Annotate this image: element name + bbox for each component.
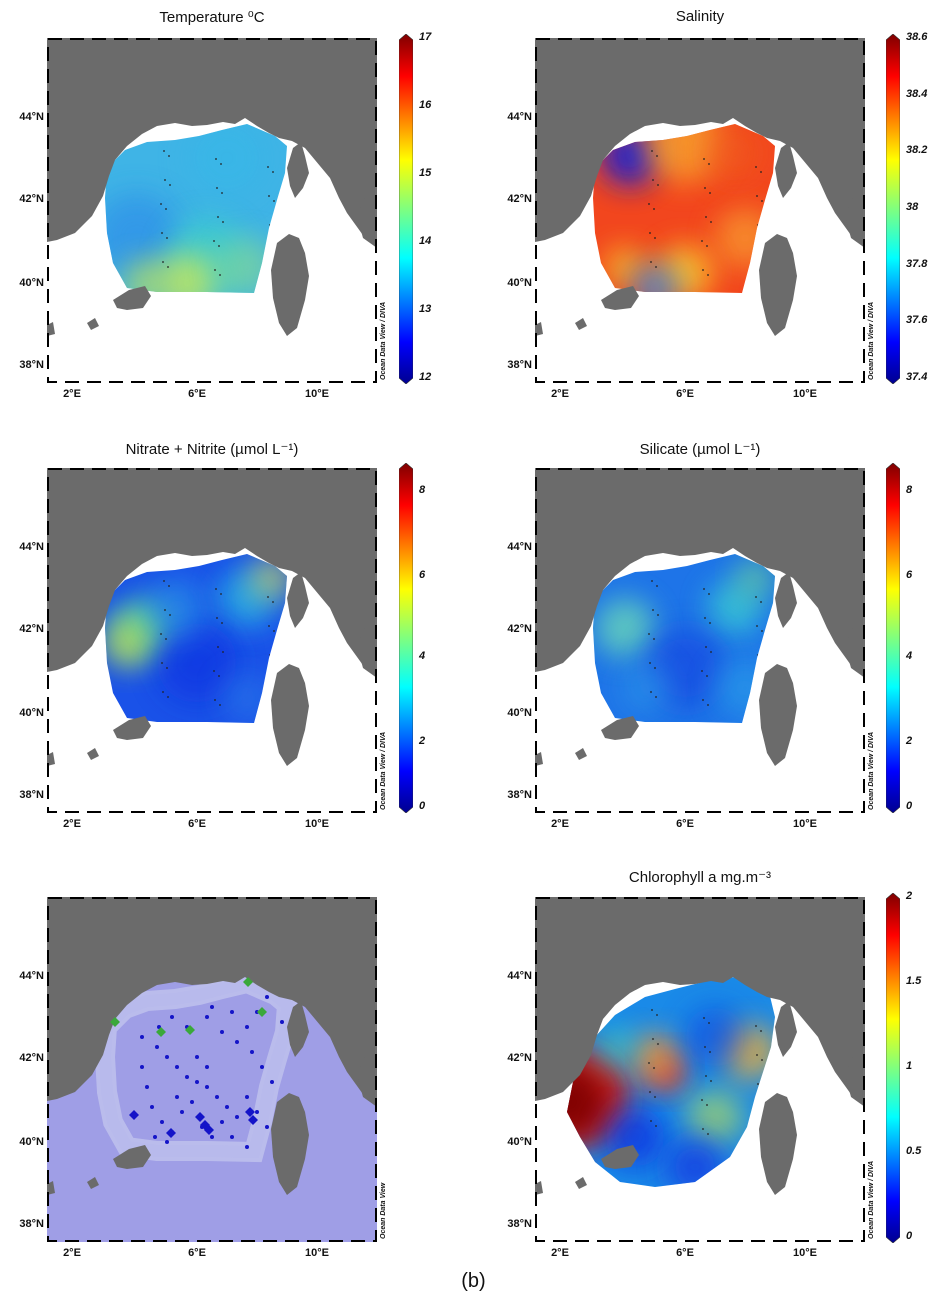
colorbar-tick: 8 (906, 483, 913, 496)
map-credit: Ocean Data View / DIVA (380, 301, 387, 380)
lon-label: 10°E (793, 388, 817, 400)
lon-label: 6°E (188, 818, 206, 830)
colorbar-tick: 8 (419, 483, 426, 496)
lat-label: 38°N (507, 359, 532, 371)
map-credit: Ocean Data View / DIVA (380, 731, 387, 810)
lat-label: 38°N (19, 359, 44, 371)
lat-label: 42°N (507, 193, 532, 205)
lat-label: 38°N (507, 1218, 532, 1230)
colorbar-tick: 6 (419, 568, 426, 581)
lon-label: 10°E (793, 1247, 817, 1259)
lat-label: 44°N (507, 541, 532, 553)
lat-label: 44°N (507, 970, 532, 982)
figure-caption: (b) (461, 1270, 486, 1292)
lat-label: 38°N (507, 789, 532, 801)
lon-label: 6°E (188, 388, 206, 400)
colorbar-tick: 6 (906, 568, 913, 581)
colorbar-tick: 0 (906, 800, 913, 812)
lon-label: 10°E (793, 818, 817, 830)
lon-label: 2°E (551, 818, 569, 830)
lon-label: 6°E (676, 388, 694, 400)
lat-label: 38°N (19, 789, 44, 801)
map-temperature (47, 38, 377, 383)
colorbar-tick: 0.5 (906, 1145, 922, 1157)
colorbar-tick: 2 (906, 735, 913, 748)
colorbar-salinity (885, 33, 901, 389)
map-chlorophyll (535, 897, 865, 1242)
lat-label: 42°N (19, 1052, 44, 1064)
colorbar-tick: 13 (419, 303, 432, 315)
lat-label: 42°N (19, 193, 44, 205)
lat-label: 44°N (507, 111, 532, 123)
colorbar-tick: 4 (419, 650, 426, 663)
map-credit: Ocean Data View / DIVA (868, 731, 875, 810)
lat-label: 42°N (507, 623, 532, 635)
lat-label: 40°N (19, 707, 44, 719)
map-credit: Ocean Data View / DIVA (868, 1160, 875, 1239)
lat-label: 40°N (19, 277, 44, 289)
colorbar-tick: 1 (906, 1060, 913, 1072)
lon-label: 6°E (676, 818, 694, 830)
colorbar-tick: 2 (906, 890, 913, 902)
colorbar-nitrate (398, 462, 414, 818)
colorbar-silicate (885, 462, 901, 818)
map-credit: Ocean Data View (380, 1182, 387, 1239)
colorbar-tick: 38.2 (906, 144, 928, 157)
lat-label: 40°N (507, 707, 532, 719)
colorbar-tick: 15 (419, 167, 432, 179)
lon-label: 10°E (305, 388, 329, 400)
panel-title-temperature: Temperature ⁰C (159, 9, 265, 26)
map-nitrate (47, 468, 377, 813)
lat-label: 40°N (19, 1136, 44, 1148)
colorbar-tick: 16 (419, 99, 432, 111)
map-silicate (535, 468, 865, 813)
map-stations (47, 897, 377, 1242)
lat-label: 40°N (507, 277, 532, 289)
lon-label: 10°E (305, 818, 329, 830)
colorbar-tick: 38.6 (906, 31, 928, 43)
panel-title-nitrate: Nitrate + Nitrite (µmol L⁻¹) (125, 441, 299, 458)
colorbar-tick: 37.4 (906, 371, 928, 383)
colorbar-tick: 2 (419, 735, 426, 748)
panel-title-salinity: Salinity (675, 8, 725, 25)
lat-label: 44°N (19, 541, 44, 553)
colorbar-tick: 37.6 (906, 314, 928, 327)
lon-label: 2°E (63, 1247, 81, 1259)
colorbar-tick: 0 (419, 800, 426, 812)
lat-label: 44°N (19, 111, 44, 123)
lon-label: 6°E (676, 1247, 694, 1259)
lon-label: 10°E (305, 1247, 329, 1259)
colorbar-tick: 12 (419, 371, 432, 383)
map-salinity (535, 38, 865, 383)
colorbar-tick: 4 (906, 650, 913, 663)
panel-title-silicate: Silicate (µmol L⁻¹) (639, 441, 761, 458)
lon-label: 2°E (551, 1247, 569, 1259)
lon-label: 2°E (63, 818, 81, 830)
colorbar-tick: 37.8 (906, 257, 928, 270)
colorbar-tick: 17 (419, 31, 432, 43)
map-credit: Ocean Data View / DIVA (868, 301, 875, 380)
colorbar-tick: 1.5 (906, 975, 922, 987)
colorbar-tick: 38.4 (906, 87, 928, 100)
lat-label: 40°N (507, 1136, 532, 1148)
lat-label: 42°N (507, 1052, 532, 1064)
lon-label: 2°E (63, 388, 81, 400)
lon-label: 6°E (188, 1247, 206, 1259)
lat-label: 44°N (19, 970, 44, 982)
colorbar-chlorophyll (885, 892, 901, 1248)
lon-label: 2°E (551, 388, 569, 400)
colorbar-temperature (398, 33, 414, 389)
colorbar-tick: 0 (906, 1230, 913, 1242)
lat-label: 42°N (19, 623, 44, 635)
colorbar-tick: 14 (419, 235, 432, 247)
panel-title-chlorophyll: Chlorophyll a mg.m⁻³ (628, 869, 772, 886)
colorbar-tick: 38 (906, 201, 919, 213)
lat-label: 38°N (19, 1218, 44, 1230)
